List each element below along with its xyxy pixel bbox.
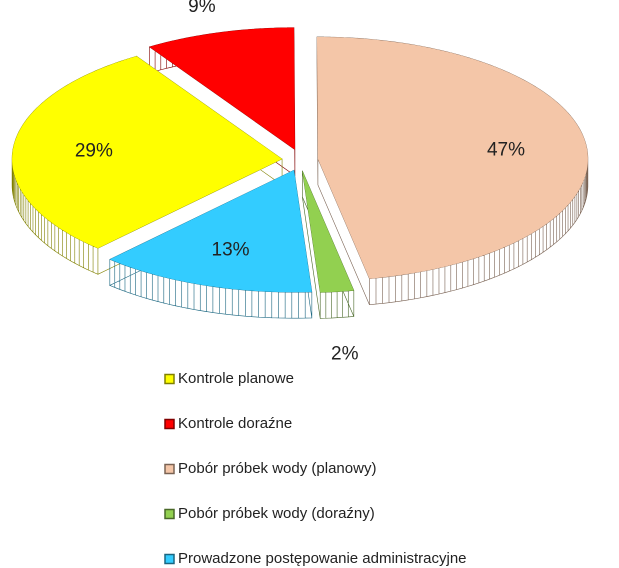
legend-swatch: [164, 553, 175, 565]
legend-label: Kontrole doraźne: [178, 415, 292, 432]
legend-swatch: [164, 463, 175, 475]
data-label: 13%: [212, 240, 250, 261]
legend-label: Kontrole planowe: [178, 370, 294, 387]
data-label: 29%: [75, 140, 113, 161]
slice: [302, 170, 354, 293]
legend-swatch: [164, 418, 175, 430]
data-label: 2%: [331, 343, 359, 364]
legend-label: Pobór próbek wody (doraźny): [178, 505, 375, 522]
legend-swatch: [164, 508, 175, 520]
legend-label: Pobór próbek wody (planowy): [178, 460, 376, 477]
data-label: 9%: [188, 0, 216, 17]
legend-swatch: [164, 373, 175, 385]
slice: [12, 56, 283, 249]
slice: [316, 36, 588, 279]
slice: [149, 27, 295, 150]
data-label: 47%: [487, 140, 525, 161]
legend-label: Prowadzone postępowanie administracyjne: [178, 550, 467, 567]
slice: [109, 170, 312, 293]
